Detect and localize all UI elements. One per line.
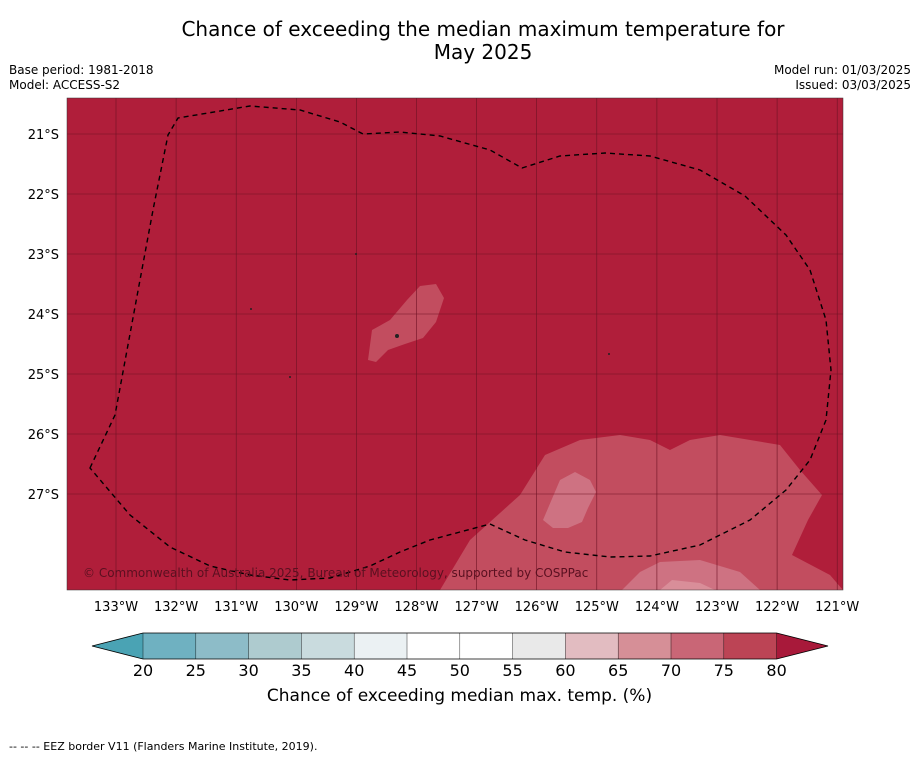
colorbar-tick-label: 40 xyxy=(344,661,364,680)
island-marker xyxy=(289,376,291,378)
latitude-label: 23°S xyxy=(28,248,59,263)
colorbar-tick-label: 75 xyxy=(714,661,734,680)
colorbar-tick-label: 25 xyxy=(186,661,206,680)
colorbar-tick-label: 80 xyxy=(766,661,786,680)
colorbar-tick-label: 70 xyxy=(661,661,681,680)
colorbar-tick-label: 65 xyxy=(608,661,628,680)
base-period-text: Base period: 1981-2018 xyxy=(9,63,154,77)
island-marker xyxy=(395,334,399,338)
longitude-label: 131°W xyxy=(214,600,258,615)
right-metadata: Model run: 01/03/2025 Issued: 03/03/2025 xyxy=(774,63,911,93)
longitude-label: 129°W xyxy=(334,600,378,615)
colorbar-segment xyxy=(195,633,250,659)
title-line-1: Chance of exceeding the median maximum t… xyxy=(181,17,785,41)
longitude-label: 121°W xyxy=(815,600,859,615)
colorbar-tick-label: 45 xyxy=(397,661,417,680)
colorbar-segment xyxy=(565,633,619,659)
longitude-label: 122°W xyxy=(755,600,799,615)
graticule xyxy=(67,98,843,590)
colorbar-over-arrow xyxy=(776,633,828,659)
island-marker xyxy=(355,253,357,255)
longitude-label: 126°W xyxy=(515,600,559,615)
island-marker xyxy=(608,353,610,355)
colorbar-tick-label: 50 xyxy=(450,661,470,680)
contour-75-80-inner xyxy=(543,472,596,528)
colorbar-tick-label: 55 xyxy=(502,661,522,680)
longitude-labels: 133°W 132°W 131°W 130°W 129°W 128°W 127°W 126°W… xyxy=(94,600,860,615)
latitude-label: 21°S xyxy=(28,128,59,143)
map-frame xyxy=(66,97,844,591)
longitude-label: 127°W xyxy=(455,600,499,615)
colorbar-tick-label: 20 xyxy=(133,661,153,680)
colorbar-tick-label: 60 xyxy=(555,661,575,680)
colorbar-segment xyxy=(671,633,725,659)
longitude-label: 128°W xyxy=(394,600,438,615)
latitude-label: 24°S xyxy=(28,308,59,323)
contour-65-70-patch xyxy=(660,580,715,590)
latitude-labels: 21°S 22°S 23°S 24°S 25°S 26°S 27°S xyxy=(28,128,59,503)
forecast-map: © Commonwealth of Australia 2025, Bureau… xyxy=(28,97,860,680)
contour-70-75-southeast xyxy=(622,560,760,590)
colorbar-segment xyxy=(723,633,778,659)
copyright-text: © Commonwealth of Australia 2025, Bureau… xyxy=(83,566,588,580)
longitude-label: 123°W xyxy=(695,600,739,615)
contour-70-75-south xyxy=(440,435,843,590)
islands xyxy=(250,253,610,378)
colorbar-segment xyxy=(618,633,672,659)
colorbar-segment xyxy=(248,633,302,659)
left-metadata: Base period: 1981-2018 Model: ACCESS-S2 xyxy=(9,63,154,93)
latitude-label: 26°S xyxy=(28,428,59,443)
contour-70-75-central xyxy=(368,284,444,362)
longitude-label: 125°W xyxy=(575,600,619,615)
eez-footnote: -- -- -- EEZ border V11 (Flanders Marine… xyxy=(9,740,318,753)
colorbar-under-arrow xyxy=(92,633,143,659)
longitude-label: 130°W xyxy=(274,600,318,615)
colorbar-segment xyxy=(459,633,514,659)
latitude-label: 22°S xyxy=(28,188,59,203)
colorbar-segment xyxy=(301,633,355,659)
latitude-label: 27°S xyxy=(28,488,59,503)
longitude-label: 132°W xyxy=(154,600,198,615)
map-title: Chance of exceeding the median maximum t… xyxy=(0,18,919,64)
colorbar-segment xyxy=(143,633,197,659)
title-line-2: May 2025 xyxy=(433,40,533,64)
colorbar-segment xyxy=(407,633,461,659)
eez-border xyxy=(89,105,832,581)
island-marker xyxy=(250,308,252,310)
longitude-label: 133°W xyxy=(94,600,138,615)
colorbar: 20 25 30 35 40 45 50 55 60 65 70 75 80 xyxy=(91,632,829,680)
colorbar-label: Chance of exceeding median max. temp. (%… xyxy=(266,686,653,706)
colorbar-segment xyxy=(354,633,408,659)
issued-text: Issued: 03/03/2025 xyxy=(795,78,911,92)
model-run-text: Model run: 01/03/2025 xyxy=(773,63,911,77)
colorbar-tick-label: 35 xyxy=(291,661,311,680)
model-text: Model: ACCESS-S2 xyxy=(9,78,121,92)
latitude-label: 25°S xyxy=(28,368,59,383)
probability-contours xyxy=(368,284,843,590)
longitude-label: 124°W xyxy=(635,600,679,615)
colorbar-segment xyxy=(512,633,566,659)
colorbar-tick-label: 30 xyxy=(238,661,258,680)
